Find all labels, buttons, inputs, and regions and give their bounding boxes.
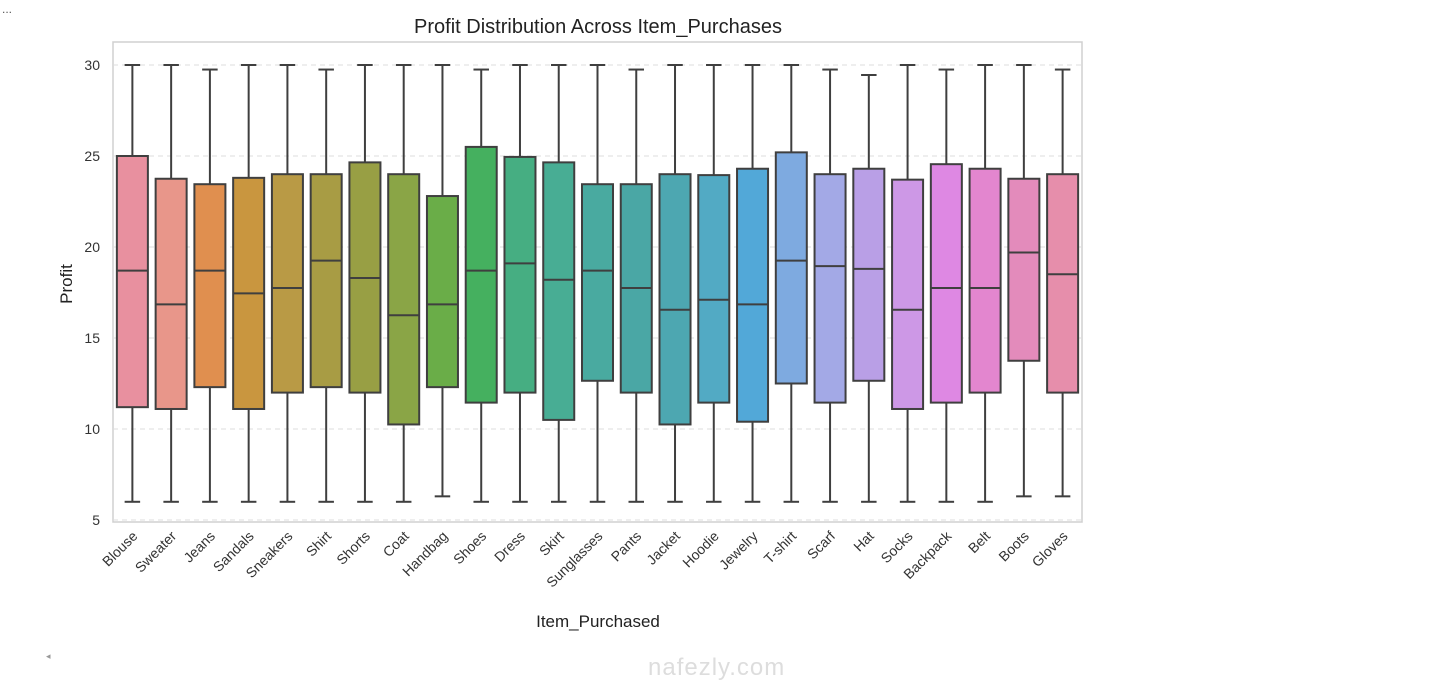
x-tick-label: Hat: [850, 528, 877, 555]
y-tick-label: 25: [84, 148, 100, 164]
x-tick-label: Coat: [380, 528, 412, 560]
x-tick-label: Skirt: [536, 528, 567, 559]
iqr-box: [1046, 173, 1080, 394]
iqr-box: [425, 195, 459, 389]
x-tick-label: Jacket: [643, 528, 683, 568]
iqr-box: [387, 173, 421, 426]
box-handbag: [425, 64, 459, 498]
box-sunglasses: [580, 64, 615, 503]
x-tick-label: Belt: [965, 528, 993, 556]
iqr-box: [697, 174, 731, 404]
box-pants: [619, 68, 653, 503]
box-socks: [891, 64, 925, 503]
box-t-shirt: [774, 64, 808, 503]
y-axis-label: Profit: [57, 264, 76, 304]
box-jacket: [658, 64, 692, 503]
iqr-box: [270, 173, 304, 394]
box-shorts: [348, 64, 382, 503]
box-skirt: [542, 64, 576, 503]
box-jeans: [193, 68, 227, 503]
iqr-box: [813, 173, 847, 404]
x-tick-label: Jewelry: [716, 528, 761, 573]
chart-title: Profit Distribution Across Item_Purchase…: [414, 16, 782, 38]
iqr-box: [1007, 177, 1041, 362]
box-shoes: [464, 68, 498, 503]
y-tick-label: 5: [92, 512, 100, 528]
watermark: nafezly.com: [648, 654, 786, 681]
iqr-box: [929, 163, 963, 404]
y-tick-label: 30: [84, 57, 100, 73]
box-sweater: [154, 64, 188, 503]
box-dress: [503, 64, 537, 503]
iqr-box: [852, 167, 886, 382]
cell-ellipsis: ...: [2, 2, 13, 16]
iqr-box: [115, 155, 149, 409]
x-tick-label: Shirt: [303, 528, 335, 560]
iqr-box: [968, 167, 1002, 394]
box-boots: [1007, 64, 1041, 498]
box-scarf: [813, 68, 847, 503]
x-tick-label: Shorts: [333, 528, 373, 568]
iqr-box: [309, 173, 343, 389]
iqr-box: [542, 161, 576, 421]
box-sneakers: [270, 64, 304, 503]
scroll-left-marker[interactable]: ◂: [46, 651, 51, 661]
box-belt: [968, 64, 1002, 503]
y-tick-label: 15: [84, 330, 100, 346]
box-hat: [852, 74, 886, 503]
x-tick-label: Gloves: [1029, 528, 1071, 570]
x-tick-label: Dress: [491, 528, 528, 565]
iqr-box: [891, 178, 925, 410]
iqr-box: [658, 173, 692, 426]
box-hoodie: [697, 64, 731, 503]
x-axis-label: Item_Purchased: [536, 612, 660, 631]
iqr-box: [736, 167, 770, 423]
iqr-box: [464, 145, 498, 404]
x-tick-label: Sweater: [132, 528, 180, 576]
x-tick-label: Boots: [995, 528, 1032, 565]
x-tick-label: Pants: [608, 528, 645, 565]
x-tick-label: T-shirt: [761, 528, 800, 567]
box-shirt: [309, 68, 343, 503]
y-tick-label: 10: [84, 421, 100, 437]
iqr-box: [580, 183, 615, 382]
x-tick-label: Scarf: [804, 528, 838, 562]
iqr-box: [193, 183, 227, 389]
x-tick-label: Hoodie: [679, 528, 722, 571]
box-coat: [387, 64, 421, 503]
box-backpack: [929, 68, 963, 503]
box-gloves: [1046, 68, 1080, 498]
box-blouse: [115, 64, 149, 503]
y-tick-label: 20: [84, 239, 100, 255]
iqr-box: [154, 177, 188, 410]
box-jewelry: [736, 64, 770, 503]
box-sandals: [232, 64, 266, 503]
iqr-box: [503, 155, 537, 394]
x-tick-label: Shoes: [450, 528, 489, 567]
iqr-box: [774, 151, 808, 385]
